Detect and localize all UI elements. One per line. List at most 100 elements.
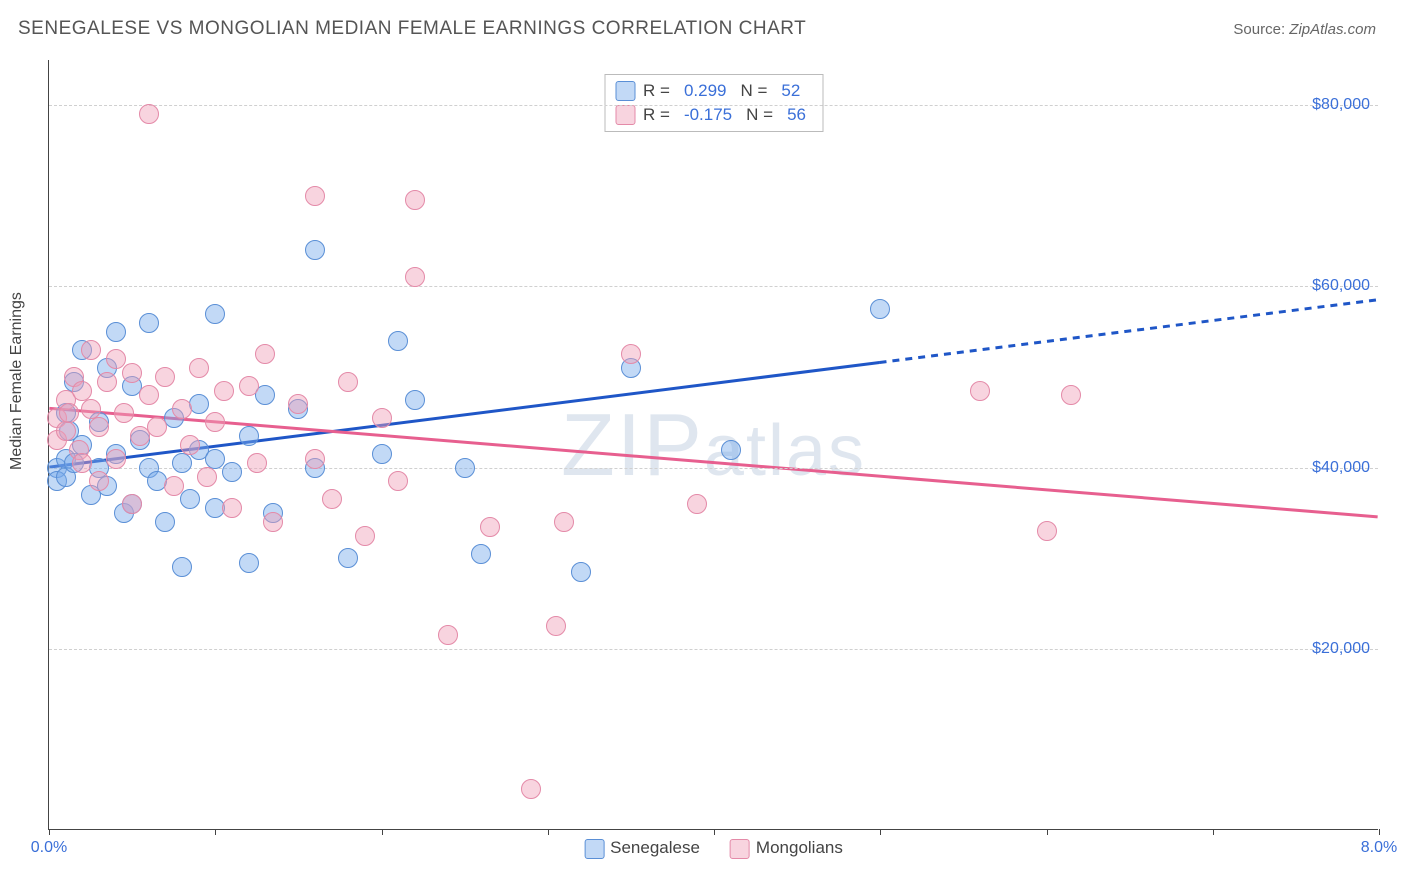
data-point-senegalese: [338, 548, 358, 568]
legend-n-value: 56: [781, 103, 812, 127]
chart-title: SENEGALESE VS MONGOLIAN MEDIAN FEMALE EA…: [18, 18, 806, 40]
data-point-mongolians: [89, 471, 109, 491]
source-citation: Source: ZipAtlas.com: [1233, 21, 1376, 38]
legend-row-senegalese: R =0.299N =52: [615, 79, 812, 103]
data-point-mongolians: [89, 417, 109, 437]
data-point-senegalese: [172, 557, 192, 577]
legend-label: Mongolians: [756, 838, 843, 857]
x-tick-mark: [1213, 829, 1214, 835]
data-point-senegalese: [471, 544, 491, 564]
x-tick-mark: [215, 829, 216, 835]
correlation-legend: R =0.299N =52R = -0.175 N = 56: [604, 74, 823, 132]
data-point-senegalese: [239, 553, 259, 573]
legend-r-label: R =: [643, 103, 670, 127]
legend-swatch-senegalese: [584, 839, 604, 859]
data-point-mongolians: [106, 349, 126, 369]
data-point-senegalese: [305, 240, 325, 260]
data-point-mongolians: [1061, 385, 1081, 405]
y-tick-label: $80,000: [1312, 96, 1370, 114]
data-point-mongolians: [372, 408, 392, 428]
data-point-mongolians: [438, 625, 458, 645]
legend-r-value: -0.175: [678, 103, 738, 127]
data-point-mongolians: [288, 394, 308, 414]
gridline: [49, 105, 1378, 106]
data-point-mongolians: [189, 358, 209, 378]
watermark: ZIPatlas: [561, 394, 866, 496]
chart-area: Median Female Earnings ZIPatlas R =0.299…: [0, 50, 1406, 892]
data-point-mongolians: [197, 467, 217, 487]
source-value: ZipAtlas.com: [1289, 21, 1376, 38]
data-point-mongolians: [247, 453, 267, 473]
legend-swatch-senegalese: [615, 81, 635, 101]
data-point-mongolians: [97, 372, 117, 392]
x-tick-label: 0.0%: [31, 839, 67, 857]
data-point-senegalese: [405, 390, 425, 410]
data-point-mongolians: [205, 412, 225, 432]
y-tick-label: $40,000: [1312, 459, 1370, 477]
legend-item-mongolians: Mongolians: [730, 838, 843, 859]
data-point-mongolians: [480, 517, 500, 537]
data-point-mongolians: [139, 385, 159, 405]
data-point-mongolians: [687, 494, 707, 514]
data-point-mongolians: [305, 186, 325, 206]
x-tick-mark: [382, 829, 383, 835]
data-point-mongolians: [263, 512, 283, 532]
gridline: [49, 286, 1378, 287]
data-point-senegalese: [180, 489, 200, 509]
data-point-senegalese: [172, 453, 192, 473]
data-point-senegalese: [372, 444, 392, 464]
source-label: Source:: [1233, 21, 1285, 38]
data-point-mongolians: [180, 435, 200, 455]
data-point-mongolians: [147, 417, 167, 437]
data-point-mongolians: [222, 498, 242, 518]
data-point-mongolians: [139, 104, 159, 124]
data-point-senegalese: [155, 512, 175, 532]
x-tick-mark: [880, 829, 881, 835]
data-point-mongolians: [214, 381, 234, 401]
x-tick-mark: [1047, 829, 1048, 835]
data-point-senegalese: [721, 440, 741, 460]
legend-swatch-mongolians: [615, 105, 635, 125]
y-axis-label: Median Female Earnings: [8, 292, 26, 470]
data-point-mongolians: [122, 494, 142, 514]
data-point-mongolians: [72, 453, 92, 473]
gridline: [49, 649, 1378, 650]
data-point-mongolians: [1037, 521, 1057, 541]
data-point-mongolians: [155, 367, 175, 387]
data-point-senegalese: [239, 426, 259, 446]
x-tick-mark: [49, 829, 50, 835]
data-point-senegalese: [571, 562, 591, 582]
data-point-mongolians: [546, 616, 566, 636]
plot-region: ZIPatlas R =0.299N =52R =-0.175N =56 Sen…: [48, 60, 1378, 830]
x-tick-label: 8.0%: [1361, 839, 1397, 857]
data-point-mongolians: [81, 340, 101, 360]
data-point-mongolians: [554, 512, 574, 532]
data-point-senegalese: [455, 458, 475, 478]
chart-header: SENEGALESE VS MONGOLIAN MEDIAN FEMALE EA…: [0, 0, 1406, 50]
legend-n-value: 52: [775, 79, 806, 103]
data-point-senegalese: [205, 449, 225, 469]
data-point-mongolians: [172, 399, 192, 419]
x-tick-mark: [714, 829, 715, 835]
data-point-mongolians: [621, 344, 641, 364]
y-tick-label: $20,000: [1312, 640, 1370, 658]
data-point-senegalese: [139, 313, 159, 333]
data-point-senegalese: [205, 304, 225, 324]
data-point-mongolians: [72, 381, 92, 401]
trendline-dashed-senegalese: [880, 300, 1378, 363]
data-point-mongolians: [122, 363, 142, 383]
data-point-mongolians: [970, 381, 990, 401]
x-tick-mark: [548, 829, 549, 835]
data-point-mongolians: [164, 476, 184, 496]
legend-n-label: N =: [746, 103, 773, 127]
series-legend: SenegaleseMongolians: [584, 838, 843, 859]
data-point-mongolians: [405, 190, 425, 210]
legend-r-value: 0.299: [678, 79, 733, 103]
data-point-mongolians: [305, 449, 325, 469]
data-point-mongolians: [322, 489, 342, 509]
data-point-mongolians: [355, 526, 375, 546]
data-point-senegalese: [106, 322, 126, 342]
data-point-mongolians: [239, 376, 259, 396]
data-point-mongolians: [521, 779, 541, 799]
data-point-mongolians: [59, 403, 79, 423]
